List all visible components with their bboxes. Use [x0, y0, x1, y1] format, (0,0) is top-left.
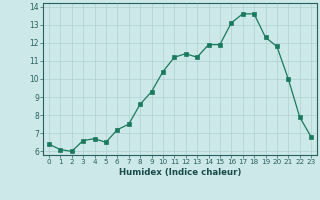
X-axis label: Humidex (Indice chaleur): Humidex (Indice chaleur) — [119, 168, 241, 177]
